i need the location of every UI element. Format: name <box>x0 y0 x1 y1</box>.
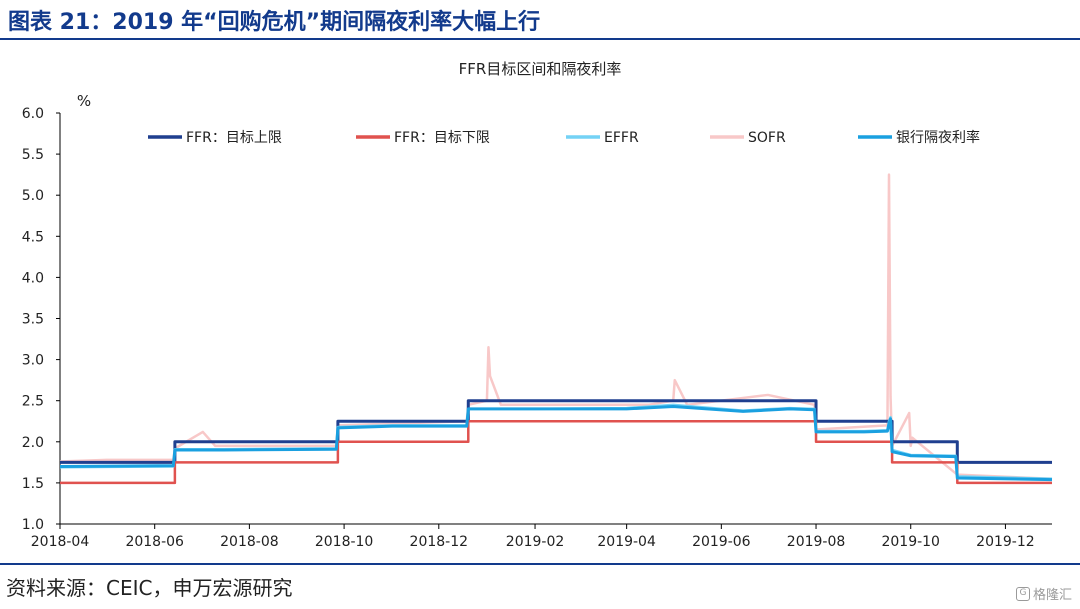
x-tick-label: 2018-12 <box>410 534 469 550</box>
chart-title: FFR目标区间和隔夜利率 <box>459 60 622 78</box>
y-tick-label: 3.0 <box>22 353 44 369</box>
x-tick-label: 2018-10 <box>315 534 374 550</box>
y-tick-label: 5.5 <box>22 147 44 163</box>
y-tick-label: 3.5 <box>22 312 44 328</box>
x-tick-label: 2019-08 <box>787 534 846 550</box>
series-line <box>59 173 1053 481</box>
y-axis-unit-label: % <box>77 92 91 110</box>
y-tick-label: 4.0 <box>22 270 44 286</box>
chart-axes: 1.0 1.5 2.0 2.5 3.0 3.5 4.0 4.5 5.0 5.5 6.0 2018-04… <box>22 106 1052 550</box>
x-tick-label: 2018-06 <box>125 534 184 550</box>
y-tick-label: 5.0 <box>22 188 44 204</box>
x-tick-label: 2019-02 <box>506 534 565 550</box>
series-line <box>60 399 1052 464</box>
y-tick-label: 1.5 <box>22 476 44 492</box>
line-chart: FFR目标区间和隔夜利率 % 1.0 1.5 2.0 2.5 3.0 3.5 4.0 4.5 5… <box>22 60 1053 550</box>
x-tick-label: 2018-08 <box>220 534 279 550</box>
legend-label: SOFR <box>748 130 786 146</box>
legend-label: FFR：目标上限 <box>186 130 282 146</box>
source-divider <box>0 563 1080 565</box>
y-tick-label: 1.0 <box>22 517 44 533</box>
series-line <box>59 404 1053 482</box>
title-divider <box>0 38 1080 40</box>
legend-label: FFR：目标下限 <box>394 130 490 146</box>
x-tick-label: 2019-10 <box>881 534 940 550</box>
watermark: G 格隆汇 <box>1015 584 1072 603</box>
g-logo-icon: G <box>1015 586 1030 601</box>
legend-label: 银行隔夜利率 <box>896 129 980 146</box>
y-tick-label: 2.0 <box>22 435 44 451</box>
y-tick-label: 4.5 <box>22 229 44 245</box>
y-tick-label: 2.5 <box>22 394 44 410</box>
y-tick-label: 6.0 <box>22 106 44 122</box>
watermark-text: 格隆汇 <box>1032 588 1072 603</box>
figure-title: 图表 21：2019 年“回购危机”期间隔夜利率大幅上行 <box>8 10 541 35</box>
chart-series <box>59 173 1053 485</box>
x-tick-label: 2019-12 <box>976 534 1035 550</box>
legend-label: EFFR <box>604 130 639 146</box>
source-note: 资料来源：CEIC，申万宏源研究 <box>6 576 293 600</box>
series-line <box>60 420 1052 485</box>
x-tick-label: 2019-04 <box>597 534 656 550</box>
x-tick-label: 2019-06 <box>692 534 751 550</box>
x-tick-label: 2018-04 <box>31 534 90 550</box>
chart-legend: FFR：目标上限 FFR：目标下限 EFFR SOFR 银行隔夜利率 <box>148 129 980 146</box>
